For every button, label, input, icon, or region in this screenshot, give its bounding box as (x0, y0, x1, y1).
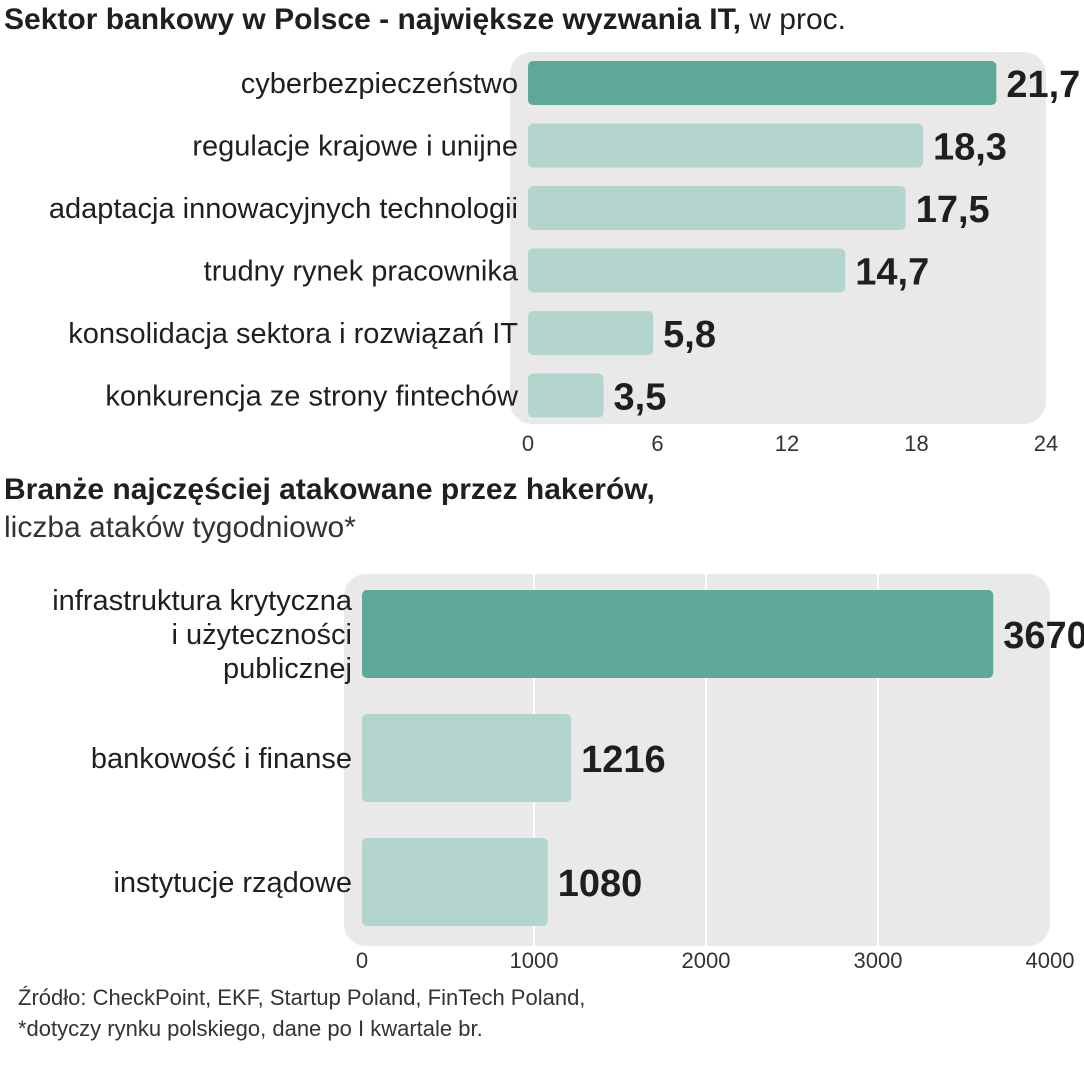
chart1-title-text: Sektor bankowy w Polsce - największe wyz… (4, 3, 741, 36)
chart2-bar-1 (362, 714, 572, 802)
chart1-category-label-4: konsolidacja sektora i rozwiązań IT (68, 318, 518, 350)
chart2-category-label-0-line-1: i użyteczności (171, 619, 352, 651)
chart1-tick-label-0: 0 (522, 431, 534, 456)
chart2-subtitle: liczba ataków tygodniowo* (4, 511, 356, 544)
chart2-category-label-0-line-0: infrastruktura krytyczna (52, 585, 353, 617)
chart1-bar-3 (528, 248, 846, 293)
chart1-bar-5 (528, 373, 604, 418)
chart1-bar-4 (528, 311, 654, 355)
chart1-title: Sektor bankowy w Polsce - największe wyz… (4, 2, 846, 38)
chart2-bar-0 (362, 590, 994, 678)
chart2-value-label-0: 3670 (1003, 615, 1084, 657)
chart1-value-label-2: 17,5 (916, 189, 990, 231)
chart2-tick-label-4: 4000 (1026, 948, 1075, 973)
chart1-subtitle: w proc. (749, 3, 846, 36)
chart2-tick-label-0: 0 (356, 948, 368, 973)
chart1-category-label-2: adaptacja innowacyjnych technologii (49, 193, 518, 225)
chart2-category-label-2: instytucje rządowe (113, 867, 352, 899)
chart2-tick-label-2: 2000 (682, 948, 731, 973)
footer-note: *dotyczy rynku polskiego, dane po I kwar… (18, 1016, 483, 1041)
chart2-tick-label-3: 3000 (854, 948, 903, 973)
chart1-tick-label-1: 6 (651, 431, 663, 456)
chart1-value-label-5: 3,5 (614, 377, 667, 419)
chart1-value-label-1: 18,3 (933, 127, 1007, 169)
chart1-category-label-5: konkurencja ze strony fintechów (105, 381, 519, 413)
chart2-value-label-1: 1216 (581, 739, 666, 781)
chart2-bar-2 (362, 838, 548, 926)
chart1-value-label-0: 21,7 (1006, 64, 1080, 106)
chart1-value-label-4: 5,8 (663, 314, 716, 356)
chart1-plot-panel (510, 52, 1046, 424)
chart2-value-label-2: 1080 (558, 863, 643, 905)
chart1-tick-label-3: 18 (904, 431, 928, 456)
chart1-bar-1 (528, 123, 923, 168)
chart1-bar-2 (528, 186, 906, 230)
chart1-category-label-0: cyberbezpieczeństwo (241, 68, 518, 100)
chart1-category-label-3: trudny rynek pracownika (204, 256, 519, 288)
chart1-tick-label-4: 24 (1034, 431, 1058, 456)
chart1-bar-0 (528, 61, 997, 105)
chart1-category-label-1: regulacje krajowe i unijne (192, 131, 518, 163)
chart1: 21,7 cyberbezpieczeństwo 18,3 regulacje kra… (49, 52, 1080, 456)
chart2-tick-label-1: 1000 (510, 948, 559, 973)
footer-source: Źródło: CheckPoint, EKF, Startup Poland,… (18, 985, 586, 1010)
chart2-title: Branże najczęściej atakowane przez haker… (4, 473, 655, 506)
chart2-category-label-1: bankowość i finanse (91, 743, 352, 775)
chart1-tick-label-2: 12 (775, 431, 799, 456)
chart1-value-label-3: 14,7 (855, 252, 929, 294)
chart2-category-label-0-line-2: publicznej (223, 653, 352, 685)
